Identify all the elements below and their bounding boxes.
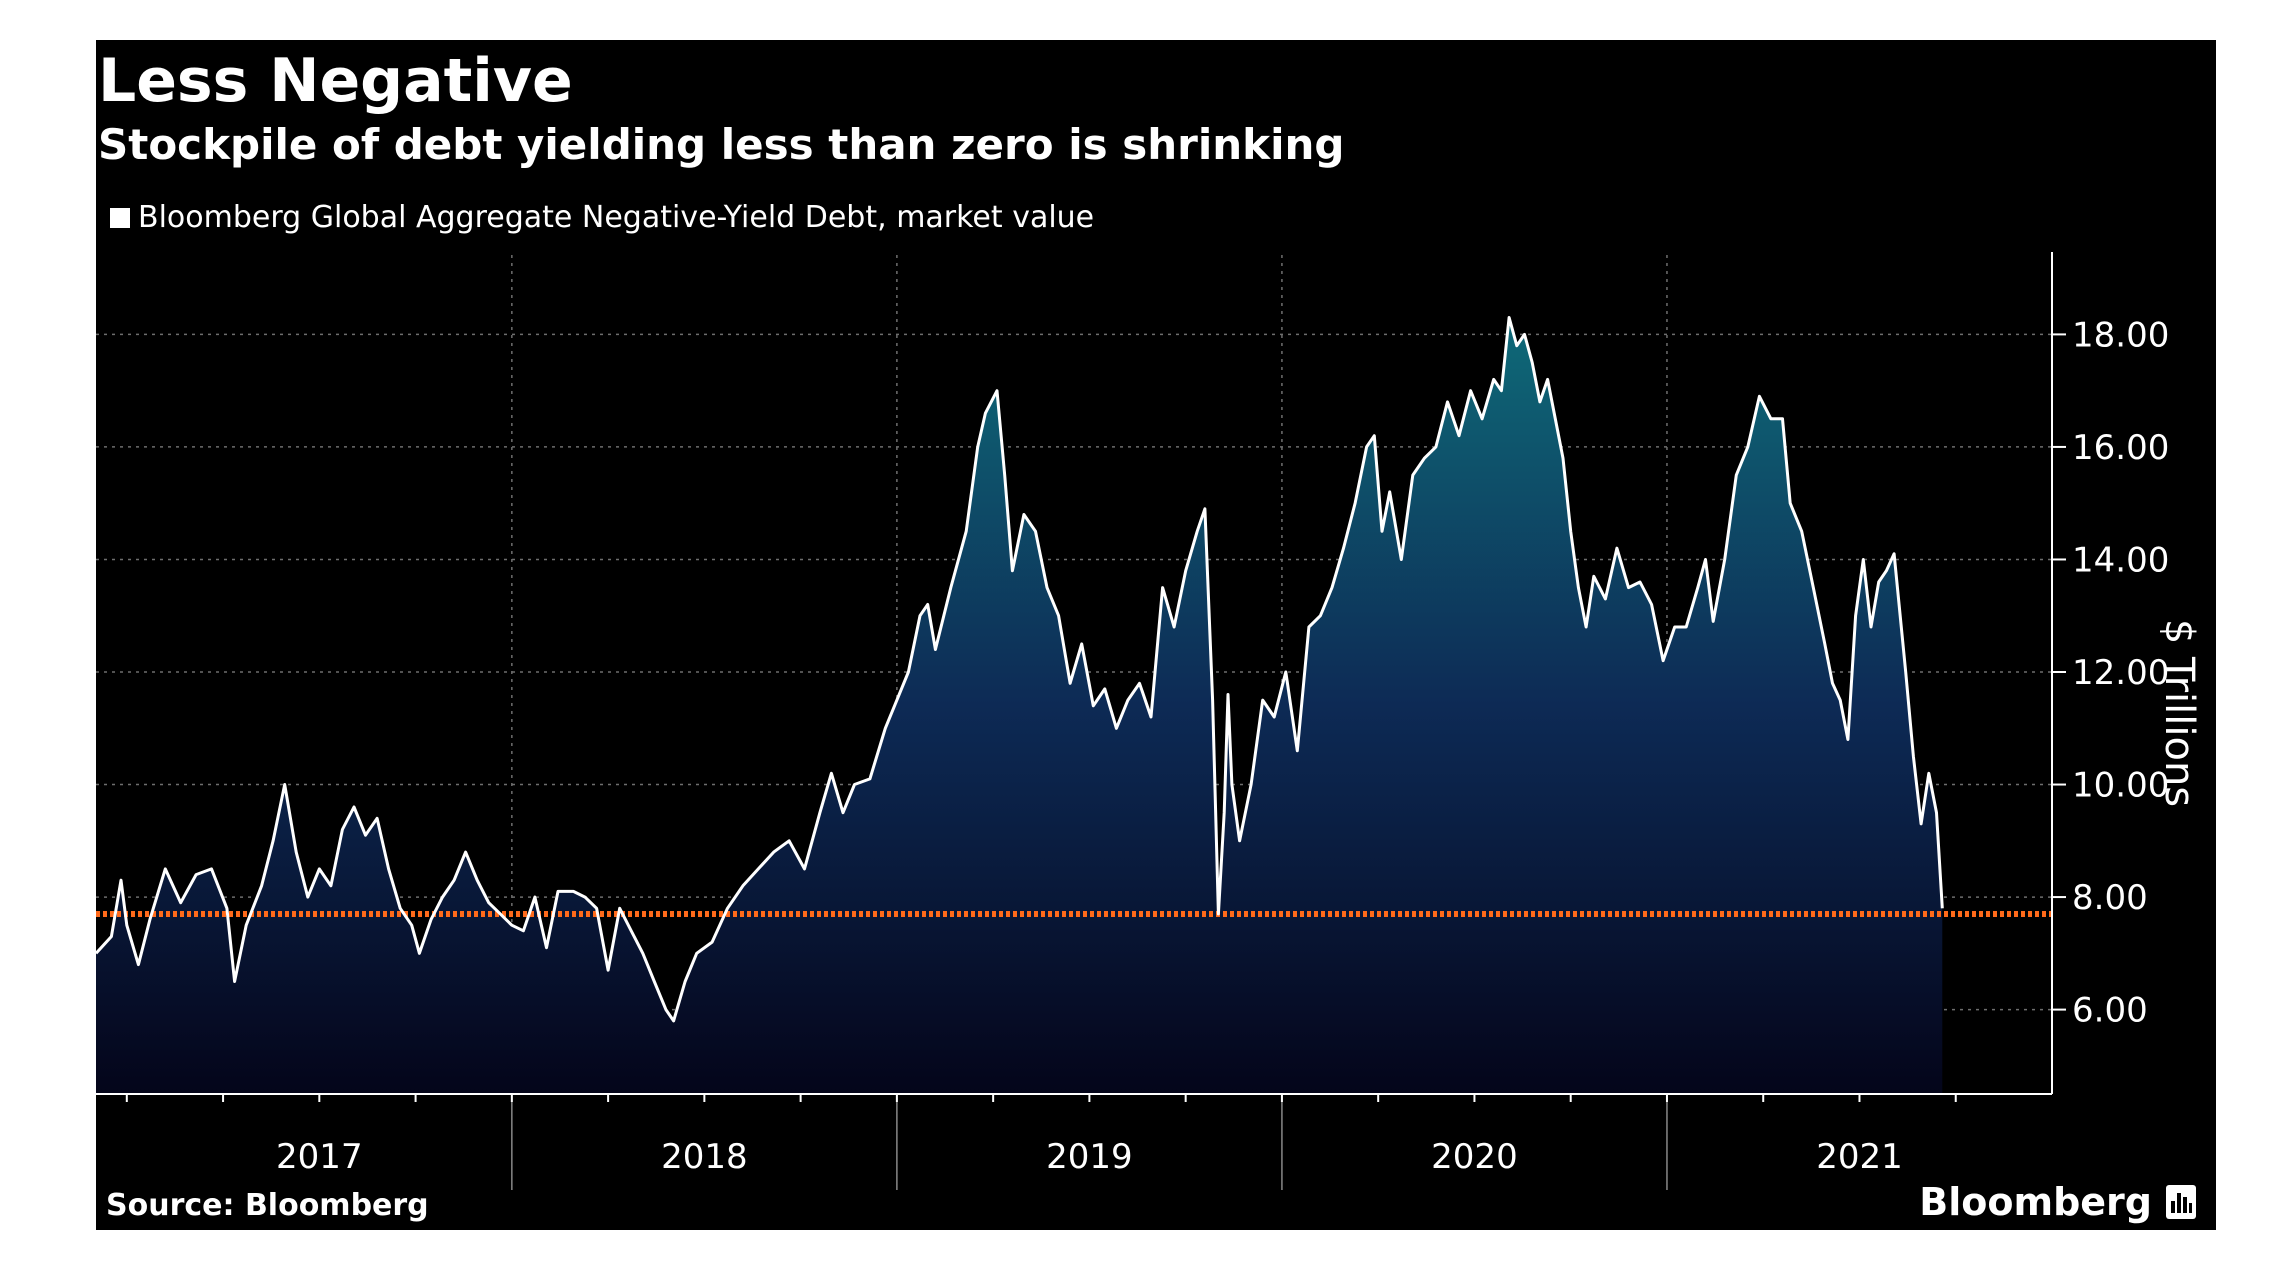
chart-plot: 6.00 8.00 10.00 12.00 14.00 16.00 18.00 2017 201… bbox=[96, 252, 2202, 1190]
brand-name: Bloomberg bbox=[1919, 1180, 2152, 1224]
x-tick-label: 2020 bbox=[1431, 1137, 1518, 1177]
chart-subtitle: Stockpile of debt yielding less than zer… bbox=[98, 120, 1345, 169]
brand-mark: Bloomberg bbox=[1919, 1180, 2196, 1224]
y-tick-label: 14.00 bbox=[2072, 540, 2169, 580]
x-tick-label: 2021 bbox=[1816, 1137, 1903, 1177]
series-area bbox=[96, 317, 1943, 1094]
legend-label: Bloomberg Global Aggregate Negative-Yiel… bbox=[138, 200, 1095, 235]
y-tick-label: 12.00 bbox=[2072, 653, 2169, 693]
bloomberg-logo-icon bbox=[2166, 1185, 2196, 1219]
y-tick-label: 6.00 bbox=[2072, 991, 2148, 1031]
y-tick-label: 18.00 bbox=[2072, 315, 2169, 355]
legend-swatch bbox=[110, 208, 130, 228]
source-note: Source: Bloomberg bbox=[106, 1188, 429, 1223]
x-tick-label: 2019 bbox=[1046, 1137, 1133, 1177]
chart-panel: Less Negative Stockpile of debt yielding… bbox=[96, 40, 2216, 1230]
x-tick-label: 2018 bbox=[661, 1137, 748, 1177]
y-tick-label: 10.00 bbox=[2072, 766, 2169, 806]
y-tick-label: 16.00 bbox=[2072, 428, 2169, 468]
y-axis-label: $ Trillions bbox=[2156, 619, 2202, 807]
y-tick-label: 8.00 bbox=[2072, 878, 2148, 918]
series-line bbox=[96, 316, 1944, 1023]
x-tick-label: 2017 bbox=[276, 1137, 363, 1177]
chart-title: Less Negative bbox=[98, 46, 573, 116]
axis-layer: 6.00 8.00 10.00 12.00 14.00 16.00 18.00 2017 201… bbox=[96, 252, 2169, 1190]
legend: Bloomberg Global Aggregate Negative-Yiel… bbox=[110, 198, 1094, 238]
